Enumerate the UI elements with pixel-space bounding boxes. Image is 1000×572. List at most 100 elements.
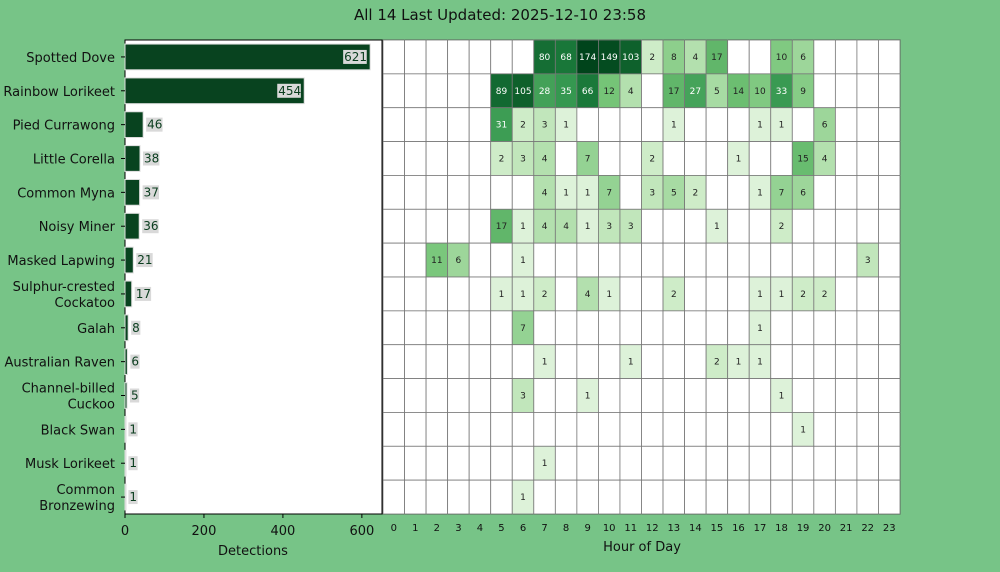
heatmap-cell xyxy=(490,310,513,346)
heatmap-cell xyxy=(447,73,470,109)
heatmap-cell xyxy=(770,479,793,515)
heatmap-cell-value: 1 xyxy=(520,290,526,300)
heatmap-cell xyxy=(404,445,427,481)
heatmap-cell-value: 2 xyxy=(542,290,548,300)
heatmap-cell xyxy=(878,445,901,481)
heatmap-cell xyxy=(748,378,772,413)
heatmap-cell xyxy=(834,208,858,244)
heatmap-cell-value: 2 xyxy=(822,290,828,300)
heatmap-cell xyxy=(705,378,729,413)
heatmap-cell-value: 1 xyxy=(757,358,763,368)
heatmap-cell xyxy=(791,107,815,142)
category-label-line: Cuckoo xyxy=(68,398,115,413)
bar-value-label: 38 xyxy=(144,152,159,166)
heatmap-cell xyxy=(813,242,836,278)
bar-x-axis-label: Detections xyxy=(218,544,288,559)
heatmap-cell xyxy=(468,39,492,75)
heatmap-cell xyxy=(856,73,879,109)
heatmap-cell xyxy=(878,310,901,346)
bar-value-label-bg xyxy=(131,320,141,335)
heatmap-cell xyxy=(468,107,492,142)
heatmap-cell xyxy=(382,378,405,413)
bar-value-label: 6 xyxy=(131,355,139,369)
category-label-line: Musk Lorikeet xyxy=(25,457,115,472)
heatmap-cell xyxy=(382,310,405,346)
heatmap-cell xyxy=(619,242,642,278)
heatmap-cell xyxy=(490,479,513,515)
heatmap-cell xyxy=(813,39,836,75)
category-label: Little Corella xyxy=(33,153,115,168)
heatmap-cell xyxy=(598,141,621,176)
heatmap-cell xyxy=(468,310,492,346)
heatmap-cell xyxy=(447,107,470,142)
heatmap-cell-value: 4 xyxy=(692,53,698,63)
heatmap-cell xyxy=(834,107,858,142)
category-label-line: Bronzewing xyxy=(39,499,115,514)
heatmap-cell xyxy=(684,107,707,142)
heatmap-cell xyxy=(878,73,901,109)
heatmap-cell-value: 1 xyxy=(520,256,526,266)
heatmap-cell xyxy=(727,378,750,413)
heatmap-cell xyxy=(727,208,750,244)
heatmap-cell xyxy=(490,344,513,379)
heatmap-cell xyxy=(425,378,449,413)
heatmap-cell xyxy=(382,479,405,515)
heatmap-cell-value: 2 xyxy=(779,222,785,232)
heatmap-cell-value: 28 xyxy=(539,87,551,97)
heatmap-cell-value: 10 xyxy=(754,87,766,97)
bar-value-label-bg xyxy=(128,490,138,505)
heatmap-cell xyxy=(748,141,772,176)
heatmap-cell-value: 3 xyxy=(520,392,526,402)
hour-tick-label: 21 xyxy=(840,523,853,534)
bar-value-label: 1 xyxy=(129,490,137,504)
heatmap-cell xyxy=(878,208,901,244)
hour-tick-label: 15 xyxy=(711,523,724,534)
heatmap-cell xyxy=(727,276,750,312)
heatmap-cell-value: 105 xyxy=(514,87,531,97)
hour-tick-label: 11 xyxy=(624,523,637,534)
heatmap-cell-value: 1 xyxy=(606,290,612,300)
heatmap-cell xyxy=(662,412,685,447)
heatmap-cell xyxy=(468,73,492,109)
hour-tick-label: 16 xyxy=(732,523,745,534)
category-label-line: Common Myna xyxy=(17,186,115,201)
heatmap-cell xyxy=(705,107,729,142)
heatmap-cell xyxy=(404,208,427,244)
heatmap-cell xyxy=(684,208,707,244)
heatmap-cell xyxy=(382,141,405,176)
heatmap-cell xyxy=(813,310,836,346)
category-label: Noisy Miner xyxy=(39,220,116,235)
heatmap-cell xyxy=(705,175,729,210)
heatmap-cell xyxy=(748,39,772,75)
heatmap-cell xyxy=(468,208,492,244)
heatmap-cell xyxy=(878,412,901,447)
heatmap-cell xyxy=(447,344,470,379)
heatmap-cell-value: 5 xyxy=(714,87,720,97)
x-tick-label: 600 xyxy=(349,524,374,539)
heatmap-cell xyxy=(576,412,599,447)
heatmap-cell xyxy=(490,378,513,413)
heatmap-cell xyxy=(404,242,427,278)
hour-tick-label: 19 xyxy=(797,523,810,534)
bar-value-label-bg xyxy=(128,422,138,437)
hour-tick-label: 3 xyxy=(455,523,461,534)
bar-x-ticks: 0 200 400 600 xyxy=(121,514,374,539)
heatmap-cell-value: 3 xyxy=(628,222,634,232)
heatmap-cell xyxy=(770,310,793,346)
heatmap-cell xyxy=(834,479,858,515)
heatmap-cell xyxy=(468,175,492,210)
category-label-line: Masked Lapwing xyxy=(7,254,115,269)
heatmap-cell xyxy=(878,242,901,278)
heatmap-cell xyxy=(468,378,492,413)
heatmap-cell xyxy=(705,276,729,312)
heatmap-cell xyxy=(425,73,449,109)
heatmap-cell xyxy=(684,445,707,481)
hour-tick-label: 7 xyxy=(541,523,547,534)
heatmap-cell xyxy=(468,242,492,278)
heatmap-cell xyxy=(598,378,621,413)
heatmap-cell xyxy=(490,242,513,278)
heatmap-cell xyxy=(727,412,750,447)
category-label: Common Bronzewing xyxy=(39,483,115,514)
heatmap-cell-value: 3 xyxy=(649,188,655,198)
heatmap-cell xyxy=(425,39,449,75)
